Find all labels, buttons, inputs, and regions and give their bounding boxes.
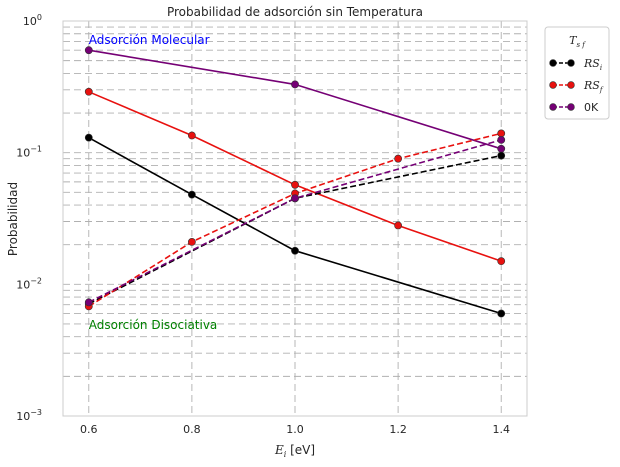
y-axis-label: Probabilidad <box>6 182 20 256</box>
x-axis-label-sub: i <box>284 450 287 459</box>
x-tick-label-0: 0.6 <box>80 423 98 436</box>
series-1-point-3 <box>394 221 403 230</box>
x-tick-label-2: 1.0 <box>286 423 304 436</box>
legend-entry-2: 0K <box>549 101 599 114</box>
series-5-point-2 <box>497 136 506 144</box>
series-4-point-3 <box>394 154 403 163</box>
series-0-point-2 <box>291 246 299 255</box>
series-0-point-3 <box>497 309 506 318</box>
series-2-point-0 <box>84 46 93 55</box>
series-1-point-0 <box>84 87 93 96</box>
plot-frame <box>62 20 528 417</box>
x-tick-label-3: 1.2 <box>389 423 407 436</box>
legend: Ts f RSi RSf 0K <box>544 26 610 120</box>
x-tick-label-4: 1.4 <box>492 423 510 436</box>
y-tick-label-2: 10−1 <box>16 145 42 160</box>
tick-labels: 0.6 0.8 1.0 1.2 1.4 10−3 10−2 10−1 100 <box>16 13 510 436</box>
series-5-point-1 <box>291 194 299 203</box>
series-1-point-2 <box>291 180 299 189</box>
legend-box <box>544 26 610 120</box>
y-tick-label-1: 10−2 <box>16 276 42 291</box>
annotation-molecular: Adsorción Molecular <box>89 33 210 47</box>
series-1-point-4 <box>497 257 506 266</box>
x-axis-label-unit: [eV] <box>286 443 315 457</box>
legend-marker-left-2 <box>549 103 557 111</box>
y-tick-label-3: 100 <box>23 13 42 28</box>
series-4-point-4 <box>497 129 506 138</box>
legend-marker-left-0 <box>549 59 557 67</box>
legend-label-0: RSi <box>583 57 602 72</box>
legend-title-sub: s f <box>576 41 586 49</box>
legend-label-2: 0K <box>584 101 599 114</box>
annotation-dissociative: Adsorción Disociativa <box>89 318 218 332</box>
series-0-point-1 <box>187 190 196 199</box>
x-tick-label-1: 0.8 <box>183 423 201 436</box>
x-axis-label-symbol: E <box>274 443 284 457</box>
series-line-3 <box>88 154 502 305</box>
legend-entry-1: RSf <box>549 79 604 94</box>
series-5-dashed <box>84 136 506 307</box>
legend-title-symbol: T <box>569 34 578 47</box>
legend-entries: RSi RSf 0K <box>549 57 604 114</box>
legend-label-1: RSf <box>583 79 604 94</box>
legend-marker-right-1 <box>567 81 575 89</box>
y-tick-label-0: 10−3 <box>16 408 42 423</box>
legend-marker-right-0 <box>567 59 575 67</box>
series-5-point-0 <box>84 298 93 307</box>
legend-marker-left-1 <box>549 81 557 89</box>
series-1-solid <box>84 87 506 266</box>
series-2-point-2 <box>497 144 506 153</box>
legend-entry-0: RSi <box>549 57 602 72</box>
legend-marker-right-2 <box>567 103 575 111</box>
x-axis-label: Ei [eV] <box>274 443 315 459</box>
grid-lines <box>63 21 527 416</box>
series-0-solid <box>84 133 506 318</box>
series-layer <box>84 46 506 318</box>
series-4-point-1 <box>187 238 196 246</box>
series-3-point-2 <box>497 151 506 160</box>
series-2-solid <box>84 46 506 153</box>
legend-title: Ts f <box>569 34 586 49</box>
chart-title: Probabilidad de adsorción sin Temperatur… <box>167 5 423 19</box>
series-line-0 <box>88 136 502 315</box>
series-1-point-1 <box>187 131 196 140</box>
series-0-point-0 <box>84 133 93 142</box>
series-2-point-1 <box>291 80 299 89</box>
